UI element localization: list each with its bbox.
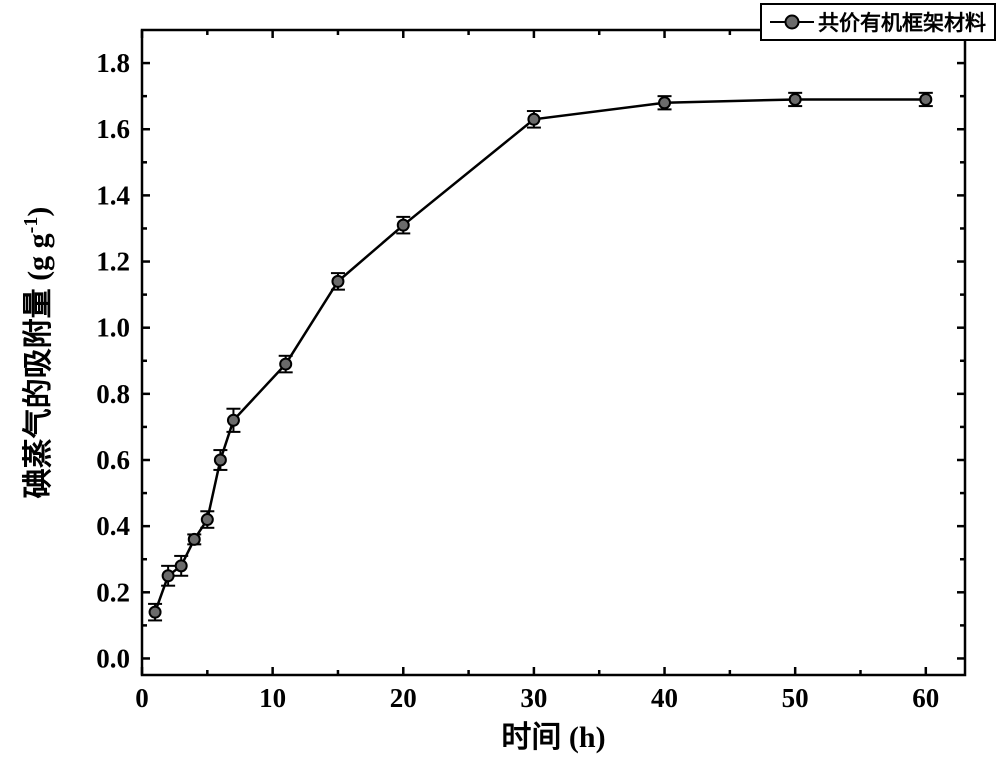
svg-text:1.8: 1.8 [96, 48, 130, 78]
svg-text:40: 40 [651, 683, 678, 713]
svg-text:碘蒸气的吸附量 (g g-1): 碘蒸气的吸附量 (g g-1) [20, 207, 55, 499]
svg-text:50: 50 [782, 683, 809, 713]
chart-container: 0 10 20 30 40 50 60 0.0 0.2 0.4 0.6 0.8 1.0 1.2 1.4 1.6… [0, 0, 1000, 764]
svg-text:10: 10 [259, 683, 286, 713]
legend: 共价有机框架材料 [760, 3, 996, 41]
adsorption-chart: 0 10 20 30 40 50 60 0.0 0.2 0.4 0.6 0.8 1.0 1.2 1.4 1.6… [0, 0, 1000, 764]
svg-text:0.4: 0.4 [96, 511, 130, 541]
svg-text:时间 (h): 时间 (h) [501, 721, 605, 754]
svg-text:0.2: 0.2 [96, 577, 130, 607]
svg-text:1.6: 1.6 [96, 114, 130, 144]
legend-text: 共价有机框架材料 [818, 7, 986, 37]
svg-text:1.2: 1.2 [96, 247, 130, 277]
svg-text:1.0: 1.0 [96, 313, 130, 343]
svg-text:0.0: 0.0 [96, 643, 130, 673]
legend-marker [785, 15, 800, 30]
svg-text:0.6: 0.6 [96, 445, 130, 475]
svg-text:0: 0 [135, 683, 149, 713]
svg-text:1.4: 1.4 [96, 180, 130, 210]
svg-text:60: 60 [912, 683, 939, 713]
svg-text:20: 20 [390, 683, 417, 713]
svg-text:0.8: 0.8 [96, 379, 130, 409]
legend-line-sample [770, 15, 814, 29]
svg-text:30: 30 [520, 683, 547, 713]
